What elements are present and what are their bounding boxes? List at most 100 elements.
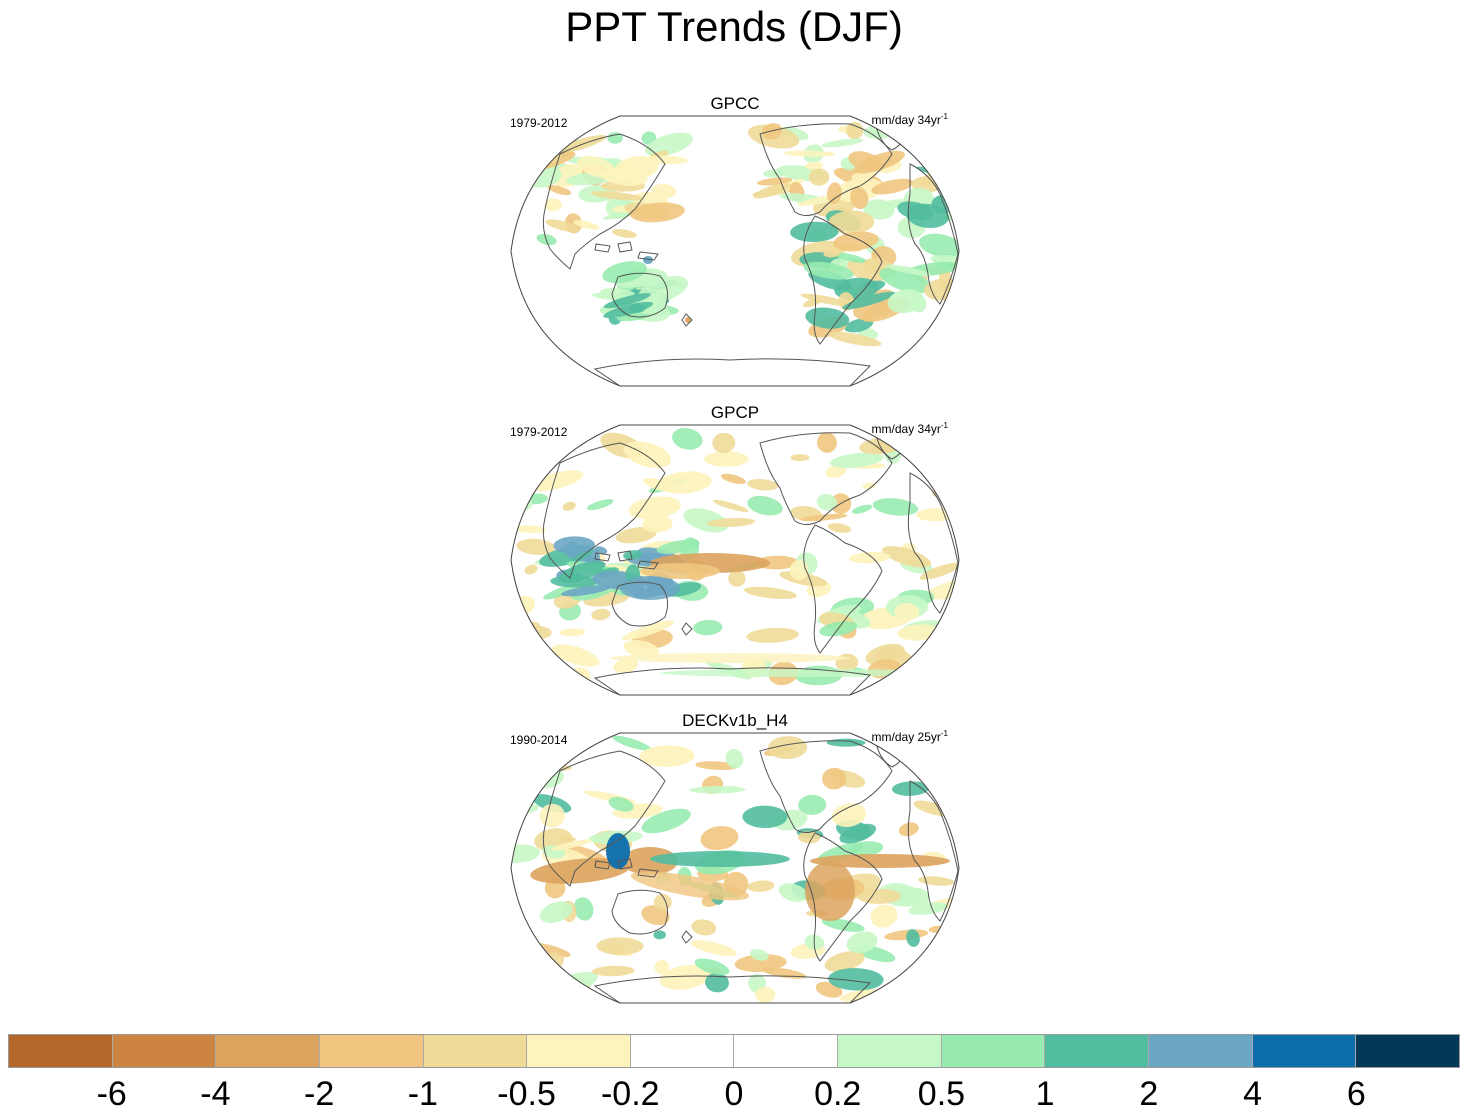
coastline xyxy=(759,740,893,833)
trend-patch xyxy=(607,132,623,144)
trend-patch xyxy=(747,479,779,491)
trend-patch xyxy=(700,826,739,851)
coastline xyxy=(593,667,872,695)
trend-patch xyxy=(728,570,746,587)
trend-patch xyxy=(551,644,600,667)
trend-patch xyxy=(628,496,681,520)
trend-patch xyxy=(865,643,905,665)
trend-patch xyxy=(848,151,882,172)
colorbar-tick-label: -6 xyxy=(96,1075,127,1113)
trend-patch xyxy=(762,123,783,140)
trend-patch xyxy=(543,583,581,600)
trend-patch xyxy=(511,965,559,983)
trend-patch xyxy=(650,851,790,867)
trend-patch xyxy=(797,831,821,844)
trend-patch xyxy=(612,229,637,238)
colorbar-tick-label: -0.5 xyxy=(497,1075,556,1113)
trend-patch xyxy=(659,964,712,990)
trend-patch xyxy=(790,454,810,462)
colorbar-tick-label: -1 xyxy=(407,1075,438,1113)
trend-patch xyxy=(821,138,864,148)
trend-patch xyxy=(879,267,932,294)
colorbar-tick-label: 2 xyxy=(1139,1075,1159,1113)
trend-patch xyxy=(600,167,648,186)
trend-patch xyxy=(923,950,955,957)
trend-patch xyxy=(530,470,584,491)
trend-patch xyxy=(643,256,653,264)
trend-patch xyxy=(573,897,594,921)
trend-patch xyxy=(608,796,634,812)
trend-patch xyxy=(747,880,775,892)
coastline xyxy=(611,889,669,935)
coastline xyxy=(611,272,669,318)
trend-patch xyxy=(513,525,547,534)
coastline xyxy=(907,472,959,614)
figure-title: PPT Trends (DJF) xyxy=(565,3,903,50)
coastline xyxy=(759,123,893,216)
trend-patch xyxy=(613,658,638,674)
trend-patch xyxy=(927,765,959,790)
trend-patch xyxy=(755,986,776,1003)
trend-patch xyxy=(827,523,852,533)
panel-title: DECKv1b_H4 xyxy=(682,711,788,730)
colorbar-tick-label: 6 xyxy=(1346,1075,1366,1113)
colorbar-box xyxy=(1252,1035,1357,1067)
trend-patch xyxy=(817,432,837,453)
trend-patch xyxy=(654,959,670,975)
trend-patch xyxy=(590,191,644,201)
trend-patch xyxy=(919,562,959,580)
trend-patch xyxy=(594,546,608,555)
coastline xyxy=(907,163,959,305)
trend-patch xyxy=(919,233,959,258)
colorbar-box xyxy=(319,1035,424,1067)
trend-patch xyxy=(805,307,850,329)
trend-patch xyxy=(530,858,630,884)
map-panel-gpcp: GPCP 1979-2012 mm/day 34yr-1 xyxy=(500,403,970,703)
trend-patch xyxy=(639,745,695,767)
trend-patch xyxy=(823,249,841,258)
colorbar-tick-label: -0.2 xyxy=(600,1075,660,1113)
trend-patch xyxy=(623,550,643,560)
colorbar-tick-label: 0.5 xyxy=(917,1075,966,1113)
trend-patch xyxy=(591,608,611,621)
colorbar-tick-label: -2 xyxy=(304,1075,335,1113)
colorbar-tick-label: 4 xyxy=(1243,1075,1263,1113)
trend-patch xyxy=(871,178,914,195)
coastlines xyxy=(542,428,959,695)
trend-patch xyxy=(539,901,573,924)
trend-patch xyxy=(828,210,875,235)
trend-patch xyxy=(824,951,865,972)
trend-patch xyxy=(689,785,746,794)
trend-patch xyxy=(551,839,592,851)
colorbar-box xyxy=(9,1035,113,1067)
trend-patch xyxy=(603,301,654,318)
trend-patch xyxy=(746,627,799,643)
trend-patch xyxy=(842,291,896,310)
map-border xyxy=(510,115,960,387)
panel-units: mm/day 34yr-1 xyxy=(871,112,948,127)
trend-patch xyxy=(685,317,691,323)
coastline xyxy=(681,930,693,944)
trend-patch xyxy=(827,331,882,347)
colorbar-tick-label: 1 xyxy=(1035,1075,1055,1113)
trend-patch xyxy=(826,182,842,204)
coastline xyxy=(593,358,872,386)
trend-patch xyxy=(524,564,538,575)
trend-patch xyxy=(753,182,791,199)
trend-patch xyxy=(850,187,869,210)
trend-patch xyxy=(610,653,850,663)
trend-patch xyxy=(783,150,836,157)
coastline xyxy=(542,133,666,270)
map-panel-gpcc: GPCC 1979-2012 mm/day 34yr-1 xyxy=(500,94,970,394)
trend-patch xyxy=(828,968,884,991)
trend-patch xyxy=(562,501,576,511)
trend-patch xyxy=(798,794,827,815)
trend-patch xyxy=(592,965,635,977)
map-gpcp xyxy=(510,424,960,696)
trend-patch xyxy=(833,231,879,251)
trend-patch xyxy=(821,918,865,932)
trend-patch xyxy=(846,931,878,954)
trend-patch xyxy=(834,252,868,264)
trend-patch xyxy=(831,803,867,827)
colorbar-tick-label: -4 xyxy=(200,1075,231,1113)
